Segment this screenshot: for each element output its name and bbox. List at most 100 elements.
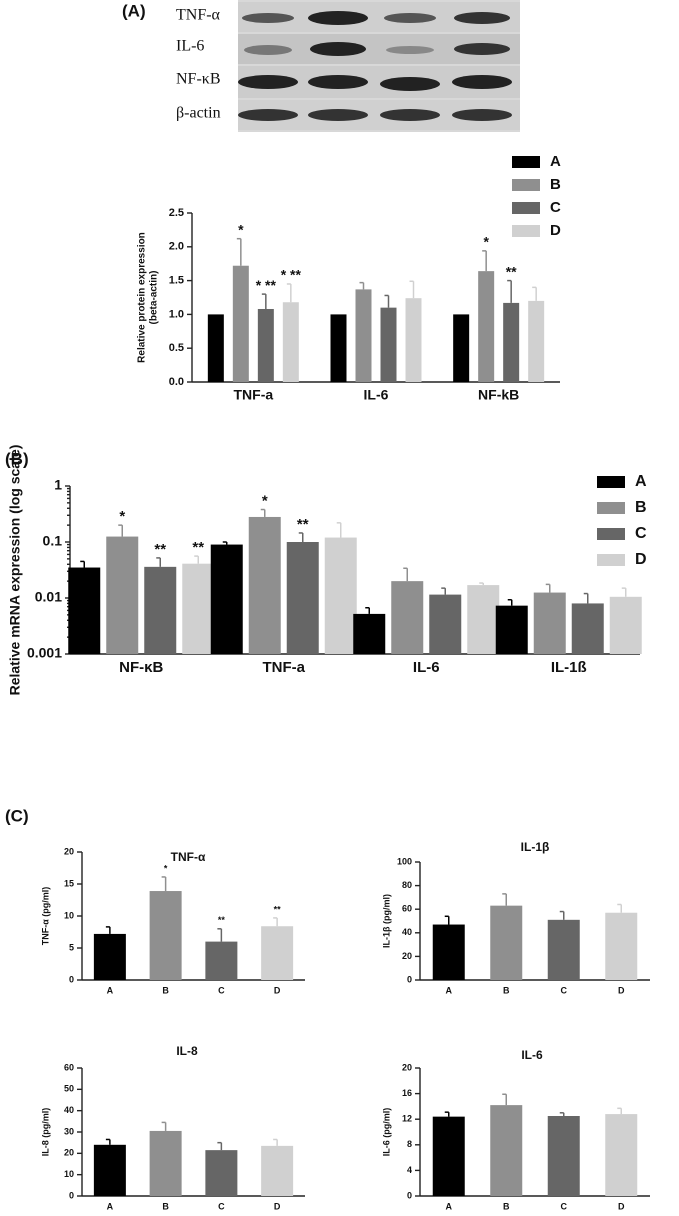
legend-swatch bbox=[597, 502, 625, 514]
panel-label: (B) bbox=[5, 449, 29, 468]
western-blot: TNF-α IL-6 NF-κB β-actin bbox=[176, 0, 520, 132]
bar bbox=[467, 585, 500, 654]
bar bbox=[429, 594, 462, 654]
x-tick-label: D bbox=[618, 1201, 625, 1211]
x-tick-label: A bbox=[107, 985, 114, 995]
bar bbox=[605, 912, 638, 980]
legend-swatch bbox=[512, 179, 540, 191]
x-tick-label: C bbox=[561, 1201, 568, 1211]
chart-title: IL-1β bbox=[521, 840, 550, 854]
significance-label: ** bbox=[218, 915, 226, 925]
bar bbox=[495, 605, 528, 654]
y-tick-label: 20 bbox=[64, 846, 74, 856]
band bbox=[238, 75, 298, 89]
bar bbox=[149, 891, 182, 980]
bar bbox=[503, 302, 520, 382]
bar bbox=[432, 924, 465, 980]
y-tick-label: 0.1 bbox=[43, 533, 63, 549]
band bbox=[386, 46, 434, 54]
x-tick-label: TNF-a bbox=[263, 659, 306, 676]
y-tick-label: 5 bbox=[69, 942, 74, 952]
band bbox=[308, 75, 368, 89]
bar bbox=[490, 905, 523, 980]
legend-label: B bbox=[550, 176, 561, 193]
blot-label: β-actin bbox=[176, 105, 221, 122]
significance-label: ** bbox=[297, 516, 309, 533]
bar bbox=[432, 1116, 465, 1196]
significance-label: ** bbox=[274, 904, 282, 914]
bar bbox=[547, 1116, 580, 1196]
band bbox=[238, 109, 298, 121]
x-tick-label: B bbox=[162, 1201, 169, 1211]
x-tick-label: A bbox=[446, 1201, 453, 1211]
significance-label: * ** bbox=[281, 267, 302, 283]
chart-title: TNF-α bbox=[171, 850, 206, 864]
band bbox=[454, 43, 510, 55]
y-tick-label: 1 bbox=[54, 477, 62, 493]
legend-swatch bbox=[512, 202, 540, 214]
y-tick-label: 2.5 bbox=[169, 207, 184, 219]
bar bbox=[205, 941, 238, 980]
bar bbox=[380, 307, 397, 382]
chart-title: IL-6 bbox=[521, 1048, 543, 1062]
significance-label: * bbox=[119, 508, 125, 525]
legend-label: D bbox=[550, 222, 561, 239]
y-tick-label: 20 bbox=[402, 951, 412, 961]
bar bbox=[248, 516, 281, 654]
legend-label: B bbox=[635, 499, 647, 516]
x-tick-label: B bbox=[503, 985, 510, 995]
band bbox=[308, 109, 368, 121]
x-tick-label: IL-1ß bbox=[551, 659, 587, 676]
x-tick-label: NF-κB bbox=[119, 659, 163, 676]
y-tick-label: 0 bbox=[69, 1190, 74, 1200]
band bbox=[452, 75, 512, 89]
significance-label: * bbox=[262, 493, 268, 510]
y-tick-label: 0.0 bbox=[169, 376, 184, 388]
legend-swatch bbox=[597, 476, 625, 488]
x-tick-label: C bbox=[218, 985, 225, 995]
band bbox=[454, 12, 510, 24]
bar bbox=[182, 563, 215, 654]
y-tick-label: 0 bbox=[407, 1190, 412, 1200]
y-axis-label: IL-8 (pg/ml) bbox=[40, 1108, 50, 1157]
y-tick-label: 12 bbox=[402, 1114, 412, 1124]
band bbox=[380, 109, 440, 121]
y-tick-label: 40 bbox=[402, 927, 412, 937]
legend-swatch bbox=[597, 528, 625, 540]
significance-label: * ** bbox=[256, 277, 277, 293]
bar bbox=[547, 919, 580, 980]
y-tick-label: 80 bbox=[402, 880, 412, 890]
blot-label: IL-6 bbox=[176, 38, 204, 55]
bar bbox=[282, 302, 299, 382]
x-tick-label: C bbox=[218, 1201, 225, 1211]
y-tick-label: 50 bbox=[64, 1084, 74, 1094]
y-tick-label: 1.0 bbox=[169, 308, 184, 320]
bar bbox=[207, 314, 224, 382]
bar bbox=[391, 581, 424, 654]
bar bbox=[490, 1105, 523, 1196]
y-axis-label: Relative mRNA expression (log scale) bbox=[7, 445, 23, 696]
x-tick-label: B bbox=[503, 1201, 510, 1211]
bar bbox=[261, 1145, 294, 1196]
y-axis-label: TNF-α (pg/ml) bbox=[40, 887, 50, 946]
band bbox=[308, 11, 368, 25]
x-tick-label: NF-kB bbox=[478, 387, 519, 403]
y-tick-label: 4 bbox=[407, 1165, 412, 1175]
y-tick-label: 0.01 bbox=[35, 589, 62, 605]
significance-label: ** bbox=[192, 539, 204, 556]
significance-label: * bbox=[238, 221, 244, 237]
bar bbox=[605, 1114, 638, 1196]
y-axis-label: Relative protein expression bbox=[137, 232, 148, 363]
bar bbox=[232, 265, 249, 382]
panel-label: (C) bbox=[5, 806, 29, 825]
band bbox=[242, 13, 294, 23]
y-tick-label: 0.5 bbox=[169, 342, 184, 354]
x-tick-label: D bbox=[274, 1201, 281, 1211]
band bbox=[244, 45, 292, 55]
y-tick-label: 0 bbox=[69, 974, 74, 984]
y-axis-label: (beta-actin) bbox=[149, 271, 160, 325]
x-tick-label: D bbox=[274, 985, 281, 995]
legend-swatch bbox=[512, 225, 540, 237]
y-tick-label: 20 bbox=[402, 1062, 412, 1072]
